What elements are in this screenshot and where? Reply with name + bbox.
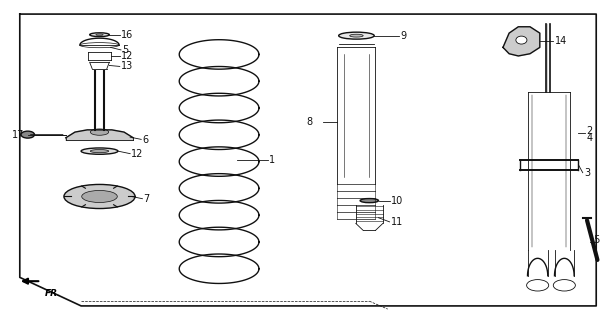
Text: 10: 10 <box>391 196 403 206</box>
Ellipse shape <box>96 34 103 36</box>
Ellipse shape <box>21 131 34 138</box>
Text: 13: 13 <box>121 61 133 71</box>
Ellipse shape <box>81 148 118 154</box>
Polygon shape <box>503 27 540 56</box>
Text: 12: 12 <box>121 51 133 61</box>
Text: 16: 16 <box>121 30 133 40</box>
Text: 8: 8 <box>307 117 313 127</box>
Ellipse shape <box>339 32 375 39</box>
Polygon shape <box>66 130 133 140</box>
Ellipse shape <box>516 36 527 44</box>
Ellipse shape <box>64 184 135 209</box>
Ellipse shape <box>91 129 108 135</box>
Text: 17: 17 <box>12 130 25 140</box>
Text: FR.: FR. <box>45 289 62 298</box>
Text: 6: 6 <box>142 135 148 145</box>
Ellipse shape <box>82 190 117 203</box>
Text: 12: 12 <box>131 149 144 159</box>
Text: 11: 11 <box>391 218 403 228</box>
Text: 9: 9 <box>400 31 406 41</box>
Circle shape <box>553 280 575 291</box>
Text: 7: 7 <box>144 194 150 204</box>
Text: 15: 15 <box>589 235 601 245</box>
Circle shape <box>527 280 549 291</box>
Ellipse shape <box>91 149 108 153</box>
Text: 3: 3 <box>584 168 590 178</box>
Text: 14: 14 <box>554 36 567 46</box>
Ellipse shape <box>90 33 109 36</box>
Ellipse shape <box>360 198 378 203</box>
Ellipse shape <box>350 34 363 37</box>
Text: 5: 5 <box>122 45 129 55</box>
Text: 4: 4 <box>586 133 593 143</box>
Text: 2: 2 <box>586 126 593 136</box>
Text: 1: 1 <box>269 155 275 165</box>
